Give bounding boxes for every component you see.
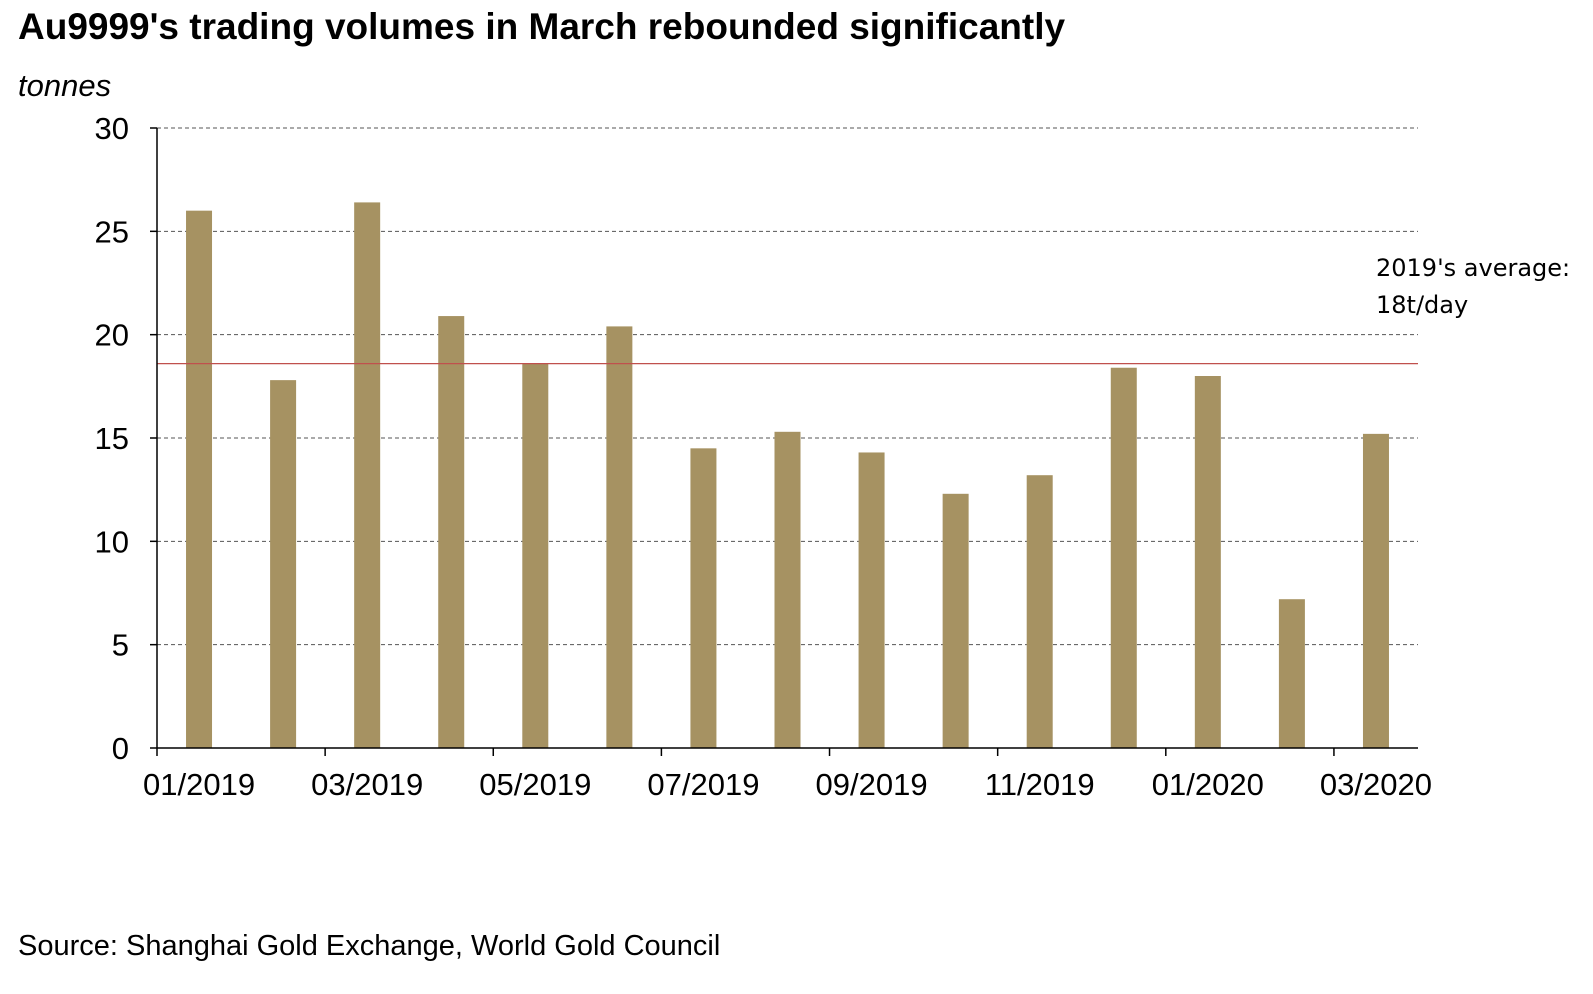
axes — [150, 127, 1418, 756]
bar-01/2020 — [1194, 376, 1221, 748]
bar-03/2019 — [354, 202, 381, 748]
x-tick-label-07/2019: 07/2019 — [647, 767, 759, 802]
bar-04/2019 — [438, 316, 465, 748]
y-tick-labels: 0 5 10 15 20 25 30 — [95, 111, 129, 766]
bar-05/2019 — [522, 363, 549, 748]
bar-09/2019 — [858, 452, 885, 748]
average-annotation: 2019's average: 18t/day — [1376, 250, 1570, 324]
bar-06/2019 — [606, 326, 633, 748]
bar-02/2019 — [270, 380, 297, 748]
average-annotation-line1: 2019's average: — [1376, 254, 1571, 282]
bar-07/2019 — [690, 448, 717, 748]
x-tick-label-01/2019: 01/2019 — [143, 767, 255, 802]
x-tick-labels: 01/2019 03/2019 05/2019 07/2019 09/2019 11/20… — [143, 767, 1432, 802]
y-tick-label-15: 15 — [95, 421, 129, 456]
bar-08/2019 — [774, 431, 801, 748]
x-tick-label-11/2019: 11/2019 — [985, 767, 1095, 802]
y-tick-label-5: 5 — [112, 628, 129, 663]
average-annotation-line2: 18t/day — [1376, 291, 1469, 319]
bar-10/2019 — [942, 493, 969, 748]
bar-12/2019 — [1110, 367, 1137, 748]
bar-01/2019 — [186, 210, 213, 748]
y-tick-label-25: 25 — [95, 214, 129, 249]
y-tick-label-10: 10 — [95, 524, 129, 559]
x-tick-label-09/2019: 09/2019 — [816, 767, 928, 802]
bar-03/2020 — [1362, 433, 1389, 748]
bar-11/2019 — [1026, 475, 1053, 748]
y-axis-unit-label: tonnes — [18, 68, 112, 103]
x-tick-label-03/2020: 03/2020 — [1320, 767, 1432, 802]
y-tick-label-20: 20 — [95, 318, 129, 353]
chart-title: Au9999's trading volumes in March reboun… — [18, 6, 1066, 47]
source-note: Source: Shanghai Gold Exchange, World Go… — [18, 930, 721, 962]
bars — [186, 202, 1389, 748]
y-tick-label-30: 30 — [95, 111, 129, 146]
x-tick-label-01/2020: 01/2020 — [1152, 767, 1264, 802]
bar-02/2020 — [1278, 599, 1305, 748]
x-tick-label-05/2019: 05/2019 — [479, 767, 591, 802]
y-tick-label-0: 0 — [112, 731, 129, 766]
x-tick-label-03/2019: 03/2019 — [311, 767, 423, 802]
